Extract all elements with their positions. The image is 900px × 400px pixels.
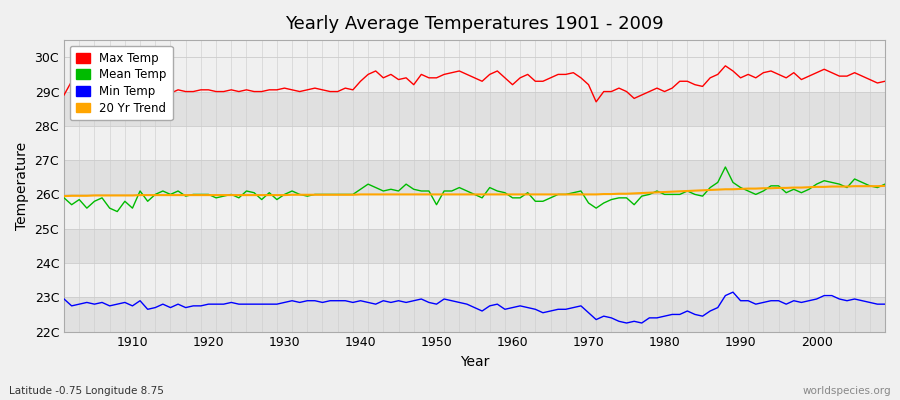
Text: worldspecies.org: worldspecies.org [803,386,891,396]
Text: Latitude -0.75 Longitude 8.75: Latitude -0.75 Longitude 8.75 [9,386,164,396]
Bar [64,126,885,160]
Bar [64,297,885,332]
Y-axis label: Temperature: Temperature [15,142,29,230]
Bar [64,263,885,297]
Bar [64,194,885,229]
Bar [64,160,885,194]
Bar [64,229,885,263]
Bar [64,57,885,92]
Legend: Max Temp, Mean Temp, Min Temp, 20 Yr Trend: Max Temp, Mean Temp, Min Temp, 20 Yr Tre… [70,46,173,120]
X-axis label: Year: Year [460,355,490,369]
Bar [64,92,885,126]
Title: Yearly Average Temperatures 1901 - 2009: Yearly Average Temperatures 1901 - 2009 [285,15,664,33]
